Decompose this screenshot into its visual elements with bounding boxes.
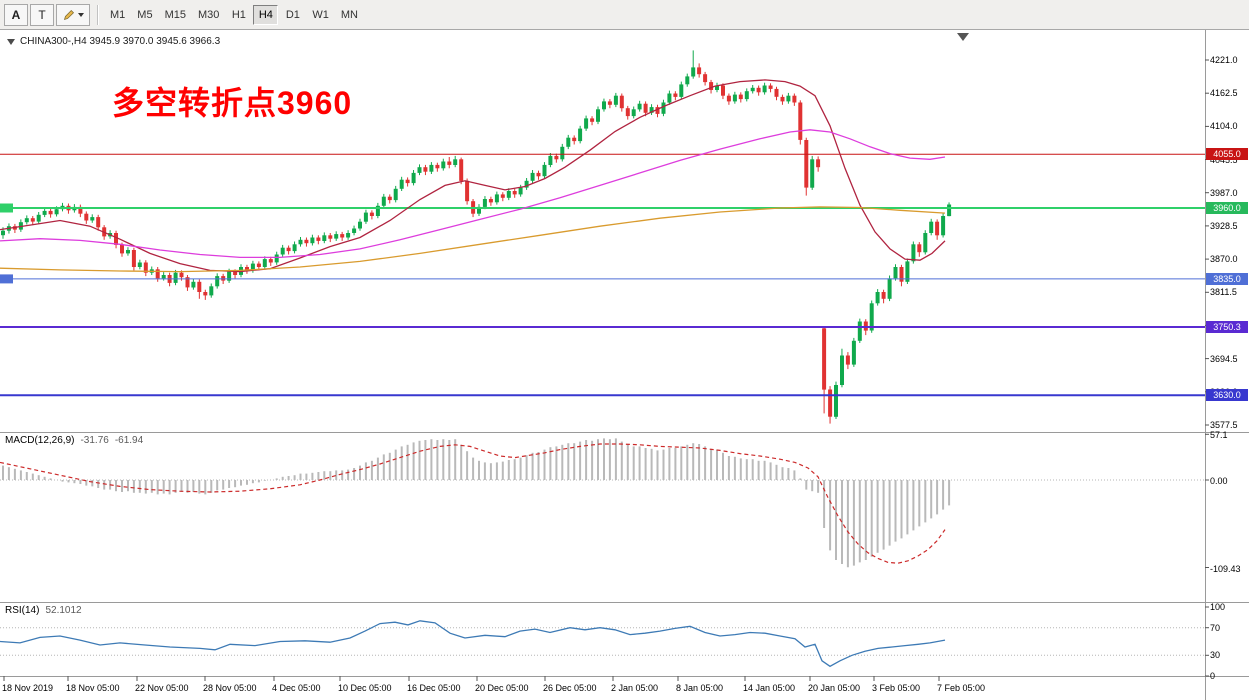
macd-tick-label: 0.00 xyxy=(1210,476,1228,486)
price-tick-label: 3928.5 xyxy=(1210,221,1238,231)
price-tick-label: 3811.5 xyxy=(1210,287,1237,297)
time-tick-label: 4 Dec 05:00 xyxy=(272,683,321,693)
moving-average-lines xyxy=(0,79,946,273)
time-tick-label: 18 Nov 2019 xyxy=(2,683,54,693)
timeframe-button-w1[interactable]: W1 xyxy=(307,5,334,25)
rsi-value: 52.1012 xyxy=(45,605,82,616)
chart-shift-marker-icon xyxy=(957,33,969,41)
rsi-name: RSI(14) xyxy=(5,605,40,616)
price-line-tag: 3835.0 xyxy=(1206,273,1248,285)
text-tool-button[interactable]: T xyxy=(30,3,54,26)
cursor-tool-button[interactable]: A xyxy=(4,3,28,26)
ma-mid-line xyxy=(0,129,946,259)
price-tick-label: 4221.0 xyxy=(1210,55,1238,65)
time-axis[interactable]: 18 Nov 2019 18 Nov 05:00 22 Nov 05:00 28 No… xyxy=(0,677,1205,700)
time-tick-label: 20 Dec 05:00 xyxy=(475,683,529,693)
time-tick-label: 2 Jan 05:00 xyxy=(611,683,659,693)
symbol-ohlc-label: CHINA300-,H4 3945.9 3970.0 3945.6 3966.3 xyxy=(7,36,220,47)
rsi-line xyxy=(0,620,946,668)
indicator-graphics xyxy=(0,438,1205,668)
ma-slow-line xyxy=(0,206,946,273)
timeframe-button-m1[interactable]: M1 xyxy=(105,5,130,25)
price-tick-label: 4162.5 xyxy=(1210,88,1238,98)
time-tick-label: 10 Dec 05:00 xyxy=(338,683,392,693)
chevron-down-icon xyxy=(77,12,84,17)
timeframe-button-m15[interactable]: M15 xyxy=(160,5,191,25)
rsi-tick-label: 100 xyxy=(1210,602,1226,612)
rsi-tick-label: 70 xyxy=(1210,623,1221,633)
price-tick-label: 3694.5 xyxy=(1210,354,1238,364)
price-axis[interactable]: 4221.0 4162.5 4104.0 4045.5 3987.0 3928.5 3870… xyxy=(1206,30,1249,681)
time-tick-label: 7 Feb 05:00 xyxy=(937,683,986,693)
pencil-icon xyxy=(63,9,75,21)
rsi-tick-label: 30 xyxy=(1210,650,1221,660)
rsi-tick-label: 0 xyxy=(1210,671,1216,681)
rsi-indicator-label: RSI(14) 52.1012 xyxy=(5,605,82,616)
panel-frame[interactable] xyxy=(0,30,1249,700)
price-line-tag: 3960.0 xyxy=(1206,202,1248,214)
horizontal-price-lines[interactable] xyxy=(0,153,1205,397)
chart-annotation-text[interactable]: 多空转折点3960 xyxy=(112,85,353,121)
price-line-tag: 3750.3 xyxy=(1206,321,1248,333)
symbol-ohlc-text: CHINA300-,H4 3945.9 3970.0 3945.6 3966.3 xyxy=(20,36,221,47)
price-line-tag: 4055.0 xyxy=(1206,148,1248,160)
price-tick-label: 3870.0 xyxy=(1210,254,1238,264)
macd-name: MACD(12,26,9) xyxy=(5,435,75,446)
macd-indicator-label: MACD(12,26,9) -31.76 -61.94 xyxy=(5,435,143,446)
macd-main-value: -31.76 xyxy=(80,435,109,446)
time-tick-label: 14 Jan 05:00 xyxy=(743,683,796,693)
time-tick-label: 18 Nov 05:00 xyxy=(66,683,120,693)
time-tick-label: 8 Jan 05:00 xyxy=(676,683,724,693)
macd-signal-line xyxy=(0,443,946,564)
price-tick-label: 3577.5 xyxy=(1210,420,1238,430)
time-tick-label: 20 Jan 05:00 xyxy=(808,683,861,693)
price-tick-label: 4045.5 xyxy=(1210,155,1238,165)
timeframe-group: M1 M5 M15 M30 H1 H4 D1 W1 MN xyxy=(104,4,364,25)
time-tick-label: 26 Dec 05:00 xyxy=(543,683,597,693)
macd-tick-label: 57.1 xyxy=(1210,430,1228,440)
time-tick-label: 16 Dec 05:00 xyxy=(407,683,461,693)
timeframe-button-h4[interactable]: H4 xyxy=(253,4,279,25)
macd-tick-label: -109.43 xyxy=(1210,564,1241,574)
time-tick-label: 28 Nov 05:00 xyxy=(203,683,257,693)
toolbar: A T M1 M5 M15 M30 H1 H4 D1 W1 MN xyxy=(0,0,1249,30)
toolbar-separator xyxy=(97,4,99,25)
symbol-triangle-icon xyxy=(7,38,15,45)
time-tick-label: 3 Feb 05:00 xyxy=(872,683,921,693)
ma-fast-line xyxy=(0,79,946,273)
price-tick-label: 4104.0 xyxy=(1210,121,1238,131)
timeframe-button-d1[interactable]: D1 xyxy=(280,5,305,25)
price-line-tag: 3630.0 xyxy=(1206,389,1248,401)
timeframe-button-h1[interactable]: H1 xyxy=(226,5,251,25)
timeframe-button-m30[interactable]: M30 xyxy=(193,5,224,25)
draw-tool-button[interactable] xyxy=(56,3,90,26)
macd-signal-value: -61.94 xyxy=(114,435,144,446)
price-tick-label: 3987.0 xyxy=(1210,188,1238,198)
timeframe-button-m5[interactable]: M5 xyxy=(132,5,157,25)
timeframe-button-mn[interactable]: MN xyxy=(336,5,363,25)
time-tick-label: 22 Nov 05:00 xyxy=(135,683,189,693)
